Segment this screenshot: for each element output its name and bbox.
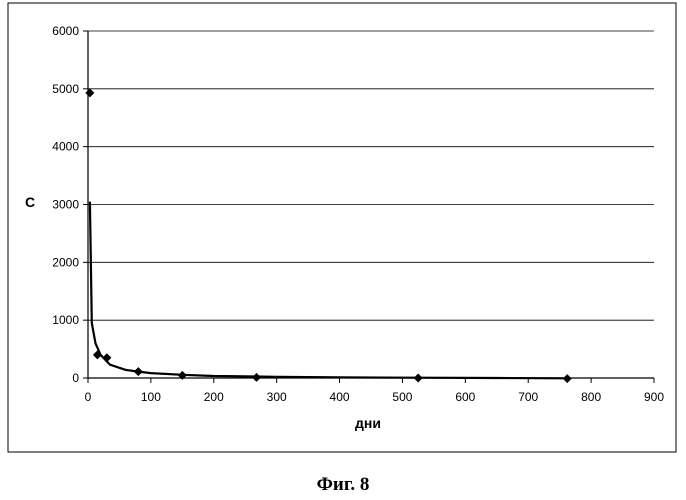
x-tick-label: 200 [204, 390, 224, 404]
x-axis-label: дни [355, 415, 381, 431]
x-tick-label: 600 [455, 390, 475, 404]
x-tick-label: 400 [330, 390, 350, 404]
x-tick-label: 700 [518, 390, 538, 404]
figure-caption: Фиг. 8 [0, 474, 686, 496]
y-tick-label: 3000 [52, 198, 79, 212]
y-tick-label: 5000 [52, 82, 79, 96]
x-tick-label: 300 [267, 390, 287, 404]
chart-frame [8, 3, 676, 452]
y-tick-label: 0 [72, 371, 79, 385]
y-tick-label: 6000 [52, 24, 79, 38]
y-axis-label: C [25, 194, 35, 210]
y-tick-label: 1000 [52, 313, 79, 327]
x-tick-label: 500 [392, 390, 412, 404]
x-tick-label: 900 [644, 390, 664, 404]
y-tick-label: 4000 [52, 140, 79, 154]
x-tick-label: 800 [581, 390, 601, 404]
y-tick-label: 2000 [52, 255, 79, 269]
x-tick-label: 100 [141, 390, 161, 404]
x-tick-label: 0 [85, 390, 92, 404]
